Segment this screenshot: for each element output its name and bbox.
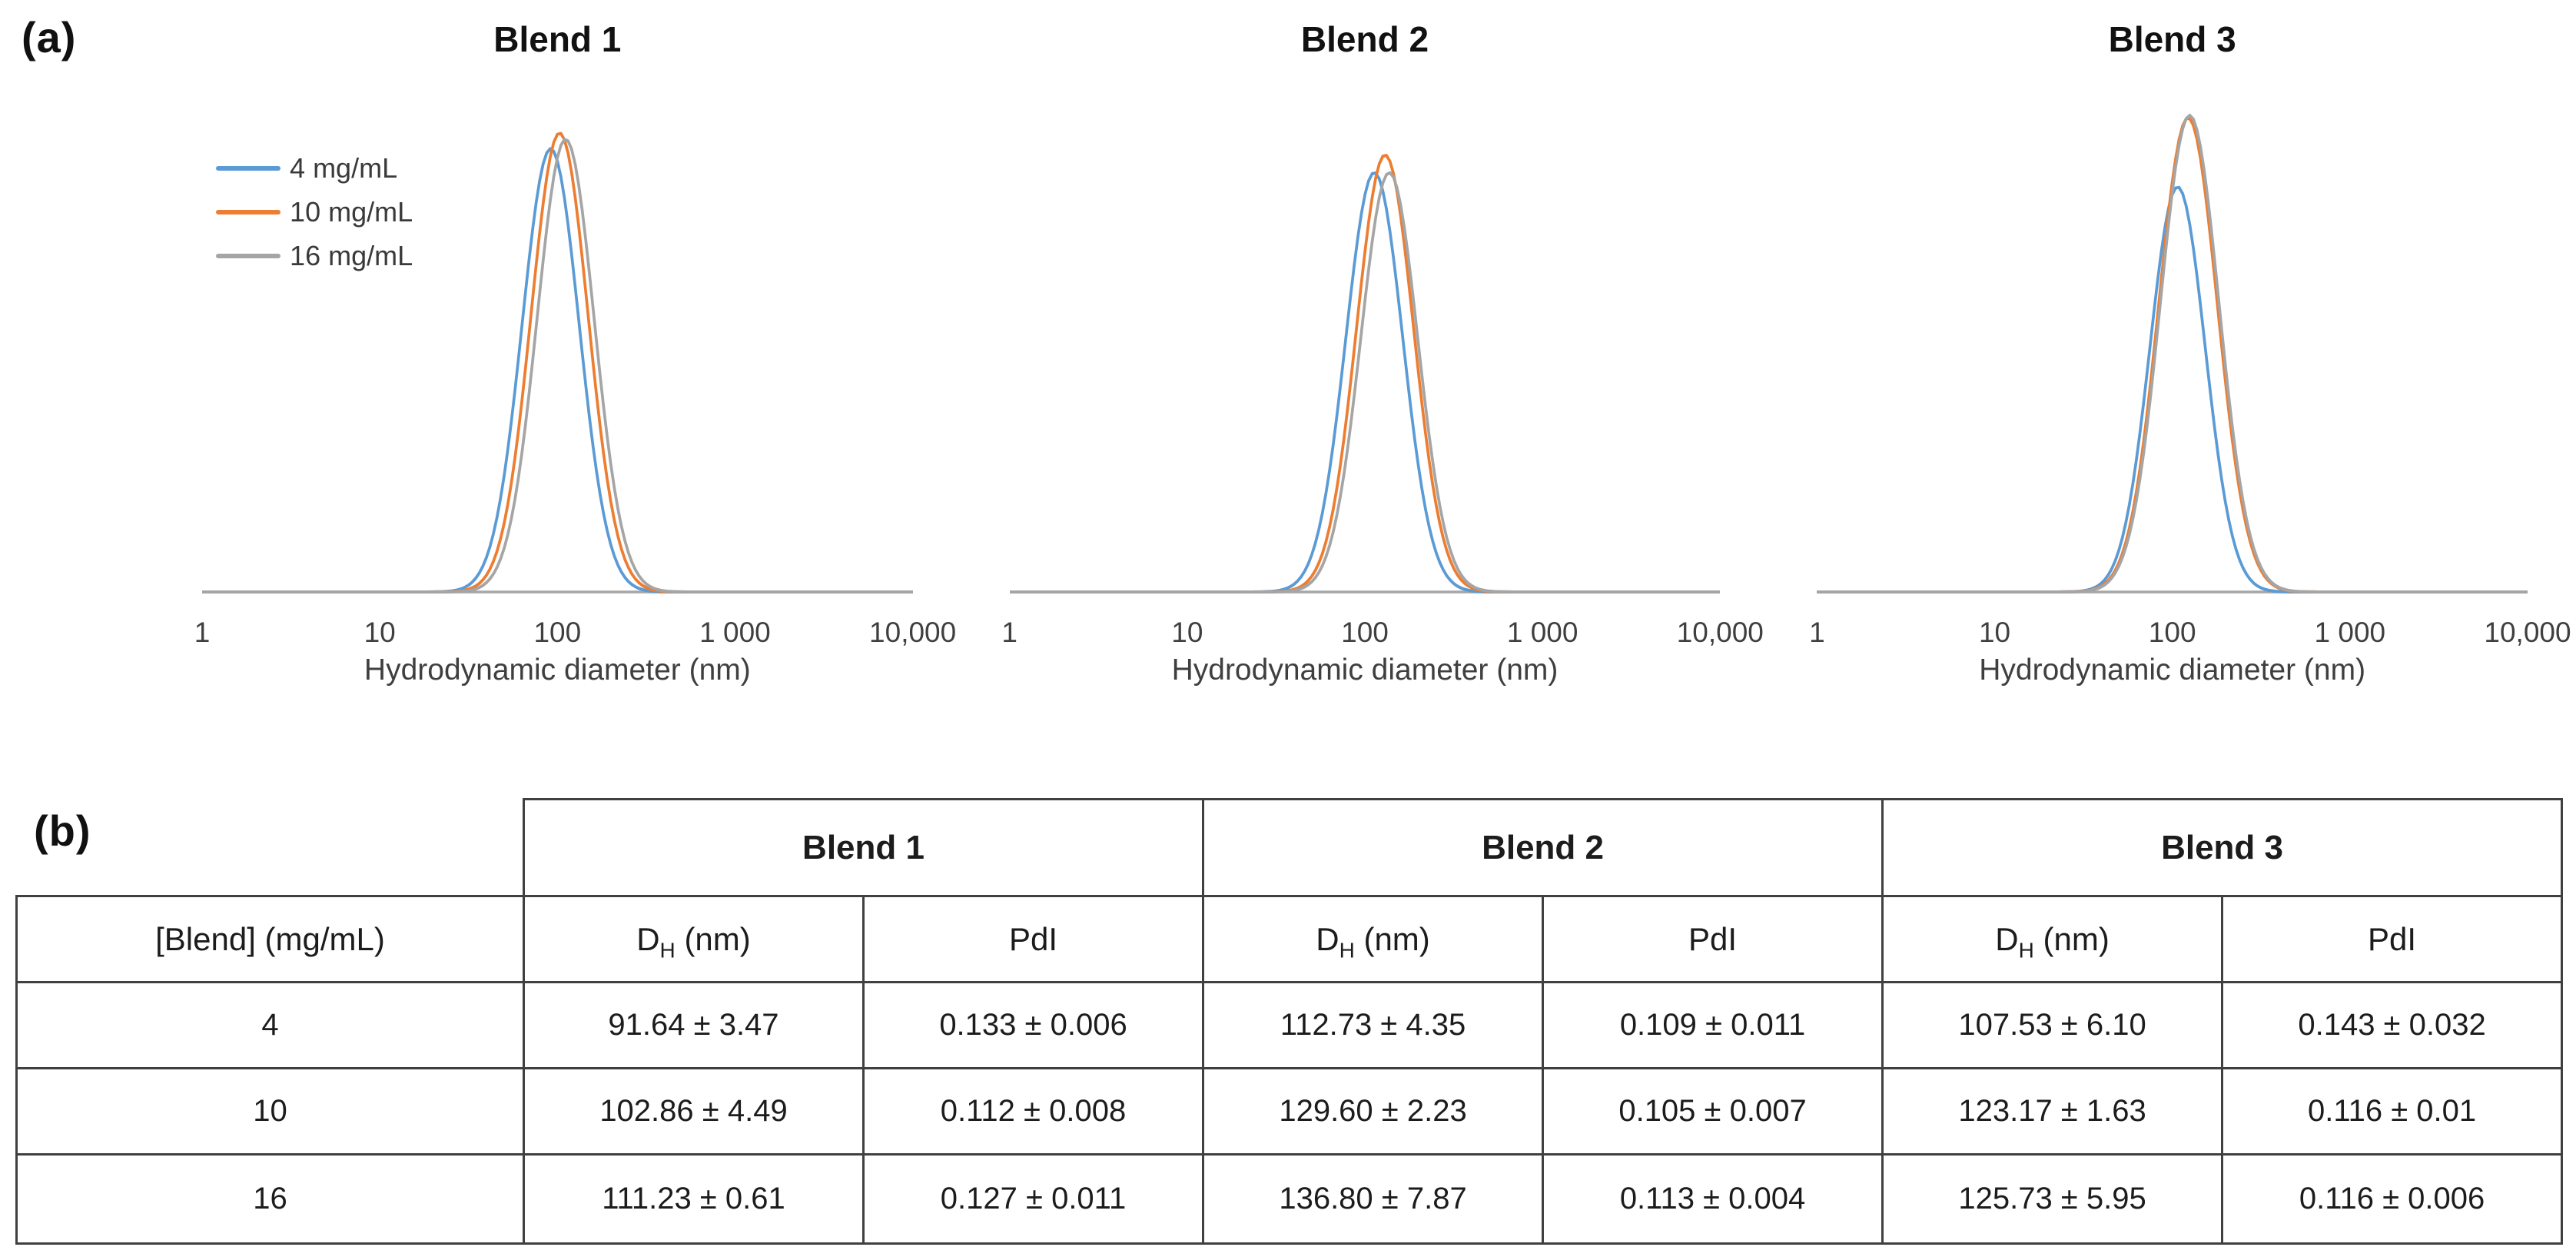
- legend-label: 16 mg/mL: [290, 240, 413, 271]
- pdi-header: PdI: [1542, 895, 1884, 983]
- plot-area-blend-2: [1009, 69, 1721, 607]
- panel-b-label: (b): [34, 806, 91, 855]
- legend-item-10mgml: 10 mg/mL: [216, 196, 413, 228]
- dh-header: DH (nm): [1881, 895, 2224, 983]
- table-row-sub-headers: [Blend] (mg/mL) DH (nm) PdI DH (nm) PdI …: [15, 895, 2564, 983]
- legend-label: 10 mg/mL: [290, 196, 413, 228]
- x-tick-label: 1 000: [1506, 617, 1578, 648]
- conc-cell: 4: [15, 981, 525, 1069]
- legend: 4 mg/mL 10 mg/mL 16 mg/mL: [216, 152, 413, 272]
- x-tick-label: 100: [533, 617, 582, 648]
- results-table: Blend 1 Blend 2 Blend 3 [Blend] (mg/mL) …: [15, 798, 2564, 1245]
- x-tick-label: 1: [194, 617, 211, 648]
- x-tick-label: 10,000: [1676, 617, 1764, 648]
- x-tick-label: 10,000: [2484, 617, 2571, 648]
- x-tick-label: 10: [1978, 617, 2011, 648]
- x-tick-label: 10: [1171, 617, 1203, 648]
- x-tick-label: 1: [1809, 617, 1825, 648]
- x-tick-label: 100: [1341, 617, 1389, 648]
- table-row-10mgml: 10 102.86 ± 4.49 0.112 ± 0.008 129.60 ± …: [15, 1067, 2564, 1156]
- panel-a-label: (a): [22, 13, 77, 62]
- series-curve-16-mg-ml: [1817, 114, 2528, 594]
- x-tick-label: 10: [363, 617, 396, 648]
- x-tick-label: 10,000: [869, 617, 957, 648]
- legend-label: 4 mg/mL: [290, 152, 398, 184]
- series-curve-4-mg-ml: [1817, 185, 2528, 594]
- dh-cell: 136.80 ± 7.87: [1202, 1153, 1545, 1245]
- chart-panel-blend-1: Blend 1 4 mg/mL 10 mg/mL: [154, 0, 961, 753]
- series-curve-16-mg-ml: [202, 138, 913, 594]
- pdi-cell: 0.127 ± 0.011: [861, 1153, 1205, 1245]
- dls-plot-blend-2: [1009, 154, 1721, 594]
- dh-cell: 102.86 ± 4.49: [523, 1067, 865, 1156]
- dh-header: DH (nm): [523, 895, 865, 983]
- table-row-group-headers: Blend 1 Blend 2 Blend 3: [17, 798, 2564, 897]
- legend-item-16mgml: 16 mg/mL: [216, 240, 413, 272]
- table-group-header-blend-2: Blend 2: [1202, 798, 1884, 897]
- x-axis-label-blend-3: Hydrodynamic diameter (nm): [1979, 653, 2366, 687]
- chart-title-blend-1: Blend 1: [493, 19, 622, 59]
- pdi-cell: 0.109 ± 0.011: [1542, 981, 1884, 1069]
- pdi-header: PdI: [2221, 895, 2564, 983]
- dh-cell: 107.53 ± 6.10: [1881, 981, 2224, 1069]
- pdi-cell: 0.113 ± 0.004: [1542, 1153, 1884, 1245]
- legend-line-swatch-orange: [216, 210, 281, 214]
- x-axis-ticks-blend-2: 1 10 100 1 000 10,000: [1001, 607, 1763, 652]
- legend-line-swatch-blue: [216, 166, 281, 171]
- dls-plot-blend-1: [202, 131, 913, 594]
- dh-cell: 129.60 ± 2.23: [1202, 1067, 1545, 1156]
- chart-panel-blend-3: Blend 3 1 10 100 1 000 10,000 Hydrodynamic d…: [1768, 0, 2576, 753]
- conc-cell: 10: [15, 1067, 525, 1156]
- x-axis-label-blend-1: Hydrodynamic diameter (nm): [363, 653, 751, 687]
- table-group-header-blend-1: Blend 1: [522, 798, 1205, 897]
- x-tick-label: 100: [2148, 617, 2196, 648]
- conc-cell: 16: [15, 1153, 525, 1245]
- series-curve-16-mg-ml: [1009, 171, 1721, 594]
- x-tick-label: 1: [1001, 617, 1018, 648]
- pdi-cell: 0.112 ± 0.008: [861, 1067, 1205, 1156]
- series-curve-4-mg-ml: [1009, 171, 1721, 594]
- legend-line-swatch-gray: [216, 254, 281, 258]
- x-axis-ticks-blend-3: 1 10 100 1 000 10,000: [1809, 607, 2571, 652]
- pdi-cell: 0.105 ± 0.007: [1542, 1067, 1884, 1156]
- pdi-cell: 0.143 ± 0.032: [2221, 981, 2564, 1069]
- legend-item-4mgml: 4 mg/mL: [216, 152, 413, 185]
- pdi-cell: 0.116 ± 0.006: [2221, 1153, 2564, 1245]
- dh-cell: 111.23 ± 0.61: [523, 1153, 865, 1245]
- x-axis-label-blend-2: Hydrodynamic diameter (nm): [1171, 653, 1559, 687]
- dls-plot-blend-3: [1817, 114, 2528, 594]
- table-row-4mgml: 4 91.64 ± 3.47 0.133 ± 0.006 112.73 ± 4.…: [15, 981, 2564, 1069]
- x-tick-label: 1 000: [2314, 617, 2386, 648]
- dh-header: DH (nm): [1202, 895, 1545, 983]
- chart-title-blend-3: Blend 3: [2108, 19, 2236, 59]
- chart-panel-blend-2: Blend 2 1 10 100 1 000 10,000 Hydrodynamic d…: [961, 0, 1769, 753]
- dh-cell: 112.73 ± 4.35: [1202, 981, 1545, 1069]
- pdi-cell: 0.133 ± 0.006: [861, 981, 1205, 1069]
- pdi-cell: 0.116 ± 0.01: [2221, 1067, 2564, 1156]
- plot-area-blend-3: [1817, 69, 2528, 607]
- x-axis-ticks-blend-1: 1 10 100 1 000 10,000: [194, 607, 956, 652]
- x-tick-label: 1 000: [699, 617, 771, 648]
- dh-cell: 123.17 ± 1.63: [1881, 1067, 2224, 1156]
- pdi-header: PdI: [861, 895, 1205, 983]
- table-row-header-label: [Blend] (mg/mL): [15, 895, 525, 983]
- charts-row: Blend 1 4 mg/mL 10 mg/mL: [154, 0, 2576, 753]
- dh-cell: 125.73 ± 5.95: [1881, 1153, 2224, 1245]
- plot-area-blend-1: 4 mg/mL 10 mg/mL 16 mg/mL: [202, 69, 913, 607]
- series-curve-10-mg-ml: [1009, 154, 1721, 594]
- chart-title-blend-2: Blend 2: [1300, 19, 1429, 59]
- table-group-header-blend-3: Blend 3: [1881, 798, 2564, 897]
- table-row-16mgml: 16 111.23 ± 0.61 0.127 ± 0.011 136.80 ± …: [15, 1153, 2564, 1245]
- dh-cell: 91.64 ± 3.47: [523, 981, 865, 1069]
- table-corner-empty: [17, 800, 524, 896]
